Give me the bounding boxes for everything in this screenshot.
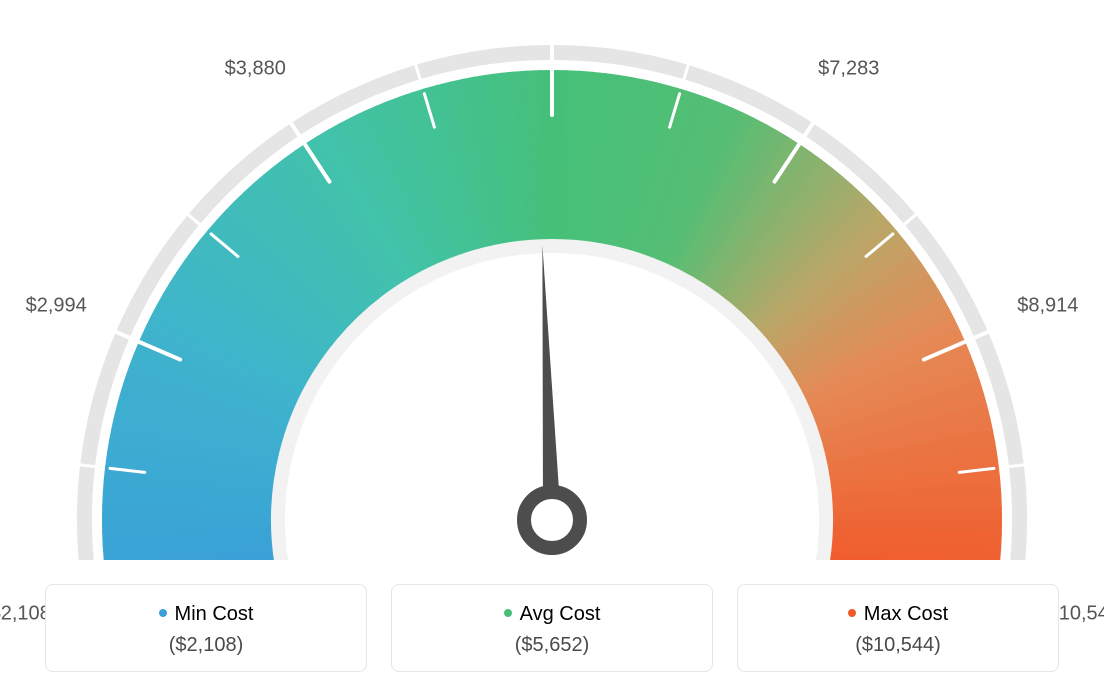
legend-title-max: Max Cost [738, 603, 1058, 626]
legend-title-label: Min Cost [175, 603, 254, 625]
gauge-svg [0, 0, 1104, 560]
gauge-tick-label: $8,914 [1017, 295, 1078, 318]
dot-icon [504, 609, 512, 617]
gauge-chart: $2,108$2,994$3,880$5,652$7,283$8,914$10,… [0, 0, 1104, 560]
gauge-tick-label: $7,283 [818, 57, 879, 80]
gauge-tick-label: $3,880 [225, 57, 286, 80]
legend-title-avg: Avg Cost [392, 603, 712, 626]
dot-icon [159, 609, 167, 617]
legend-title-min: Min Cost [46, 603, 366, 626]
legend-title-label: Max Cost [864, 603, 948, 625]
legend-value-avg: ($5,652) [392, 634, 712, 657]
legend-title-label: Avg Cost [520, 603, 601, 625]
legend-card-avg: Avg Cost ($5,652) [391, 584, 713, 672]
legend-card-min: Min Cost ($2,108) [45, 584, 367, 672]
legend-value-max: ($10,544) [738, 634, 1058, 657]
legend-value-min: ($2,108) [46, 634, 366, 657]
gauge-tick-label: $2,994 [26, 295, 87, 318]
dot-icon [848, 609, 856, 617]
legend-card-max: Max Cost ($10,544) [737, 584, 1059, 672]
legend-row: Min Cost ($2,108) Avg Cost ($5,652) Max … [0, 584, 1104, 672]
